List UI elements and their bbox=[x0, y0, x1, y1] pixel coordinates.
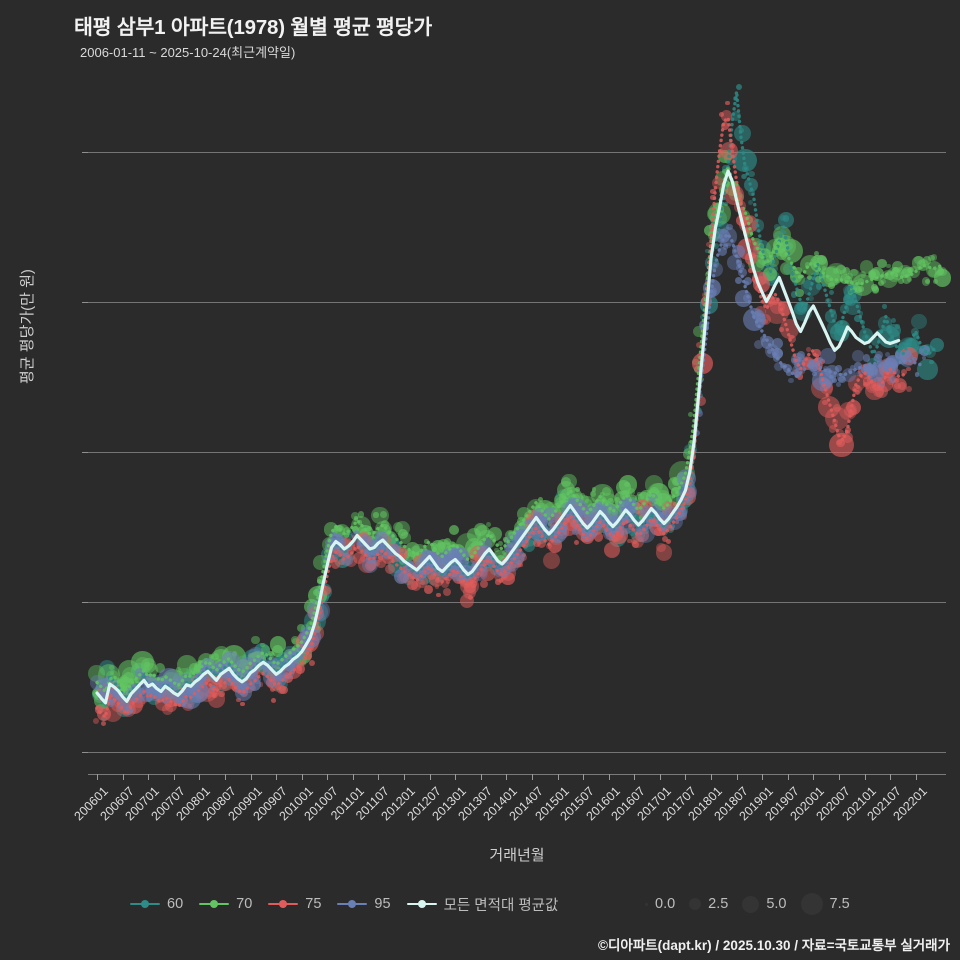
gridline bbox=[88, 751, 946, 753]
size-legend-item: 2.5 bbox=[689, 896, 738, 912]
series-legend[interactable]: 60 70 75 95 모든 면적대 평균값 bbox=[130, 888, 574, 920]
x-tick-mark bbox=[148, 774, 150, 780]
legend-label: 모든 면적대 평균값 bbox=[443, 897, 559, 914]
legend-item-75[interactable]: 75 bbox=[268, 896, 321, 912]
legend-item-average[interactable]: 모든 면적대 평균값 bbox=[406, 894, 559, 915]
size-legend-item: 7.5 bbox=[800, 893, 860, 915]
x-tick-mark bbox=[890, 774, 892, 780]
x-tick-mark bbox=[276, 774, 278, 780]
x-tick-mark bbox=[378, 774, 380, 780]
x-tick-mark bbox=[813, 774, 815, 780]
x-tick-mark bbox=[224, 774, 226, 780]
x-tick-mark bbox=[711, 774, 712, 780]
size-legend-label: 7.5 bbox=[829, 896, 850, 912]
legend-marker-icon bbox=[337, 897, 368, 911]
series-trend-line bbox=[95, 91, 939, 709]
plot-area: 2004006008001000 평균 평당가(만 원) 20060120060… bbox=[19, 84, 952, 864]
x-tick-mark bbox=[736, 774, 738, 780]
x-tick-mark bbox=[327, 774, 329, 780]
size-legend-bubble bbox=[800, 893, 823, 915]
size-legend-item: 5.0 bbox=[742, 895, 796, 913]
page-title: 태평 삼부1 아파트(1978) 월별 평균 평당가 bbox=[74, 16, 432, 39]
series-trend-line bbox=[95, 160, 943, 695]
size-legend-item: 0.0 bbox=[645, 896, 685, 912]
x-tick-mark bbox=[250, 774, 252, 780]
x-axis-label: 거래년월 bbox=[489, 847, 545, 864]
x-tick-mark bbox=[404, 774, 405, 780]
y-axis-label: 평균 평당가(만 원) bbox=[19, 269, 36, 384]
x-tick-mark bbox=[122, 774, 124, 780]
gridline bbox=[88, 301, 946, 303]
x-tick-mark bbox=[838, 774, 840, 780]
chart-legend: 60 70 75 95 모든 면적대 평균값 0.0 2.5 5.0 7.5 bbox=[0, 888, 960, 928]
size-legend-bubble bbox=[742, 895, 760, 913]
x-tick-mark bbox=[557, 774, 559, 780]
footer-credit: ©디아파트(dapt.kr) / 2025.10.30 / 자료=국토교통부 실… bbox=[598, 938, 950, 953]
x-tick-mark bbox=[583, 774, 585, 780]
x-axis-line bbox=[88, 774, 946, 775]
x-tick-mark bbox=[915, 774, 917, 780]
x-tick-mark bbox=[97, 774, 98, 780]
x-tick-mark bbox=[480, 774, 482, 780]
x-tick-mark bbox=[199, 774, 201, 780]
size-legend-bubble bbox=[645, 902, 648, 906]
page-subtitle: 2006-01-11 ~ 2025-10-24(최근계약일) bbox=[80, 45, 296, 60]
x-tick-mark bbox=[634, 774, 636, 780]
size-legend-bubble bbox=[689, 898, 702, 910]
size-legend-label: 5.0 bbox=[766, 896, 787, 912]
y-tick-mark bbox=[82, 151, 88, 153]
legend-label: 70 bbox=[236, 896, 253, 912]
series-trend-line bbox=[95, 231, 926, 705]
x-tick-mark bbox=[301, 774, 303, 780]
x-tick-mark bbox=[685, 774, 687, 780]
legend-label: 60 bbox=[167, 896, 184, 912]
y-tick-mark bbox=[82, 451, 88, 453]
x-tick-mark bbox=[455, 774, 457, 780]
legend-label: 95 bbox=[374, 896, 391, 912]
y-tick-mark bbox=[82, 301, 88, 303]
y-tick-mark bbox=[82, 601, 88, 603]
x-tick-mark bbox=[608, 774, 610, 780]
size-legend: 0.0 2.5 5.0 7.5 bbox=[645, 888, 864, 920]
gridline bbox=[88, 601, 946, 603]
legend-marker-icon bbox=[268, 897, 299, 911]
legend-marker-icon bbox=[130, 897, 160, 911]
x-tick-mark bbox=[352, 774, 354, 780]
x-tick-mark bbox=[531, 774, 533, 780]
x-tick-mark bbox=[864, 774, 866, 780]
legend-item-70[interactable]: 70 bbox=[199, 896, 252, 912]
x-tick-mark bbox=[787, 774, 789, 780]
legend-marker-icon bbox=[199, 897, 230, 911]
size-legend-label: 0.0 bbox=[655, 896, 676, 912]
x-tick-mark bbox=[506, 774, 508, 780]
x-tick-mark bbox=[429, 774, 431, 780]
size-legend-label: 2.5 bbox=[708, 896, 729, 912]
legend-item-60[interactable]: 60 bbox=[130, 896, 183, 912]
series-trend-line bbox=[95, 114, 909, 720]
series-lines bbox=[95, 91, 943, 720]
legend-marker-icon bbox=[406, 897, 437, 911]
gridline bbox=[88, 151, 946, 153]
legend-label: 75 bbox=[305, 896, 322, 912]
gridline bbox=[88, 451, 946, 453]
x-tick-mark bbox=[173, 774, 175, 780]
average-line bbox=[95, 169, 901, 705]
x-tick-mark bbox=[762, 774, 764, 780]
y-tick-mark bbox=[82, 751, 88, 753]
x-tick-mark bbox=[659, 774, 661, 780]
legend-item-95[interactable]: 95 bbox=[337, 896, 391, 912]
